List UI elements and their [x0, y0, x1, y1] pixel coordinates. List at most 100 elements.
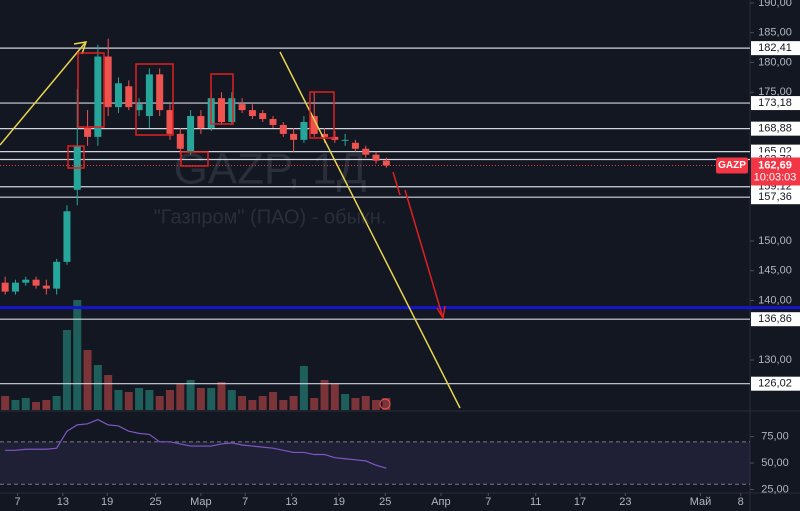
candle-body — [238, 104, 246, 111]
volume-bar — [258, 396, 267, 410]
level-label-box — [751, 41, 800, 56]
candle-body — [279, 124, 287, 134]
volume-bar — [341, 394, 350, 410]
volume-bar — [104, 375, 113, 410]
volume-bar — [320, 380, 329, 410]
watermark-symbol: GAZP, 1Д — [174, 145, 367, 194]
level-label: 182,41 — [758, 42, 792, 54]
candle-body — [176, 133, 184, 149]
candle-body — [341, 139, 349, 141]
volume-bar — [372, 400, 381, 410]
candle-body — [11, 282, 19, 292]
candle-body — [114, 83, 122, 108]
level-label-box — [751, 96, 800, 111]
candle-body — [125, 86, 133, 108]
highlight-boxes — [67, 52, 335, 169]
candle-body — [53, 261, 61, 289]
x-tick-label: Мар — [190, 496, 212, 508]
y-tick-label: 145,00 — [758, 265, 792, 277]
rsi-band — [0, 441, 750, 485]
x-tick-label: 7 — [242, 496, 248, 508]
x-tick-label: 13 — [285, 496, 297, 508]
arrow — [404, 189, 444, 319]
level-label-box — [751, 121, 800, 136]
candle-body — [94, 56, 102, 137]
rsi-tick-label: 50,00 — [761, 457, 789, 469]
level-label-box — [751, 376, 800, 391]
volume-bar — [114, 390, 123, 410]
y-tick-label: 140,00 — [758, 294, 792, 306]
rsi-tick-label: 25,00 — [761, 483, 789, 495]
y-tick-label: 130,00 — [758, 354, 792, 366]
candle-body — [42, 285, 50, 289]
candle-body — [321, 133, 329, 137]
level-label: 136,86 — [758, 313, 792, 325]
current-price-box — [751, 157, 800, 186]
candle-body — [217, 98, 225, 122]
volume-bar — [62, 330, 71, 410]
x-tick-label: 13 — [57, 496, 69, 508]
volume-bar — [93, 365, 102, 410]
candle-body — [1, 282, 9, 292]
candle-body — [382, 160, 390, 166]
box — [67, 145, 85, 169]
x-tick-label: Апр — [431, 496, 450, 508]
volume-bar — [32, 402, 41, 410]
watermark-name: "Газпром" (ПАО) - обыкн. — [154, 206, 387, 228]
volume-bar — [269, 392, 278, 410]
candle-body — [248, 110, 256, 117]
volume-bar — [196, 388, 205, 410]
volume-bar — [351, 398, 360, 410]
y-tick-label: 180,00 — [758, 56, 792, 68]
candle-body — [84, 127, 92, 137]
candle-body — [63, 211, 71, 262]
volume-bar — [1, 396, 10, 410]
candle-body — [300, 121, 308, 140]
x-tick-label: 7 — [14, 496, 20, 508]
volume-bar — [11, 400, 20, 410]
candle-body — [331, 136, 339, 140]
volume-bar — [155, 396, 164, 410]
volume-bar — [145, 390, 154, 410]
arrow — [392, 171, 401, 196]
x-tick-label: 19 — [101, 496, 113, 508]
x-tick-label: Май — [690, 496, 712, 508]
volume-bar — [165, 390, 174, 410]
volume-bar — [238, 396, 247, 410]
volume-bar — [186, 380, 195, 410]
box — [77, 52, 105, 128]
volume-bar — [21, 398, 30, 410]
volume-bar — [248, 400, 257, 410]
volume-bar — [83, 350, 92, 410]
x-tick-label: 7 — [485, 496, 491, 508]
level-label: 173,18 — [758, 97, 792, 109]
trend-line — [0, 42, 86, 146]
x-tick-label: 17 — [574, 496, 586, 508]
candle-body — [362, 148, 370, 155]
volume-bar — [330, 384, 339, 410]
volume-bar — [42, 400, 51, 410]
candle-body — [22, 279, 30, 283]
volume-bar — [135, 388, 144, 410]
symbol-box — [716, 157, 748, 174]
volume-bar — [361, 396, 370, 410]
x-tick-label: 8 — [738, 496, 744, 508]
candle-body — [32, 279, 40, 286]
candle-body — [166, 110, 174, 134]
volume-bar — [289, 396, 298, 410]
level-label-box — [751, 312, 800, 327]
box — [180, 151, 209, 167]
volume-bar — [52, 396, 61, 410]
volume-bar — [299, 366, 308, 410]
candle-body — [145, 74, 153, 117]
candle-body — [290, 133, 298, 140]
candle-body — [351, 142, 359, 149]
box — [135, 63, 174, 136]
candle-body — [310, 116, 318, 134]
rsi-line — [5, 418, 387, 469]
event-icon — [379, 398, 391, 410]
